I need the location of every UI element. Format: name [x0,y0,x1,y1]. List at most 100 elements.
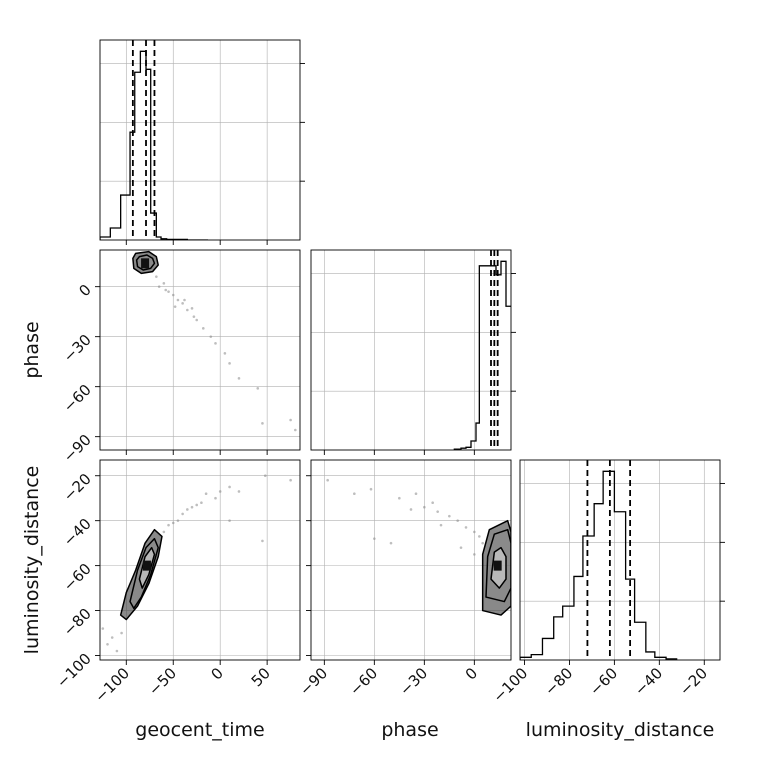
panel-content-geocent_time-1 [100,250,300,450]
scatter-point [190,505,194,509]
scatter-point [481,541,484,545]
scatter-point [353,492,356,496]
scatter-point [195,503,199,507]
scatter-point [181,512,184,516]
scatter-point [373,537,376,540]
x-tick-label-geocent_time: 50 [248,664,274,690]
hist-frame-phase [310,249,512,451]
scatter-point [162,530,166,534]
scatter-point [162,282,166,285]
panel-content-luminosity_distance-2 [520,460,720,660]
scatter-point [173,305,177,308]
scatter-point [261,422,264,425]
y-axis-label-phase: phase [21,321,43,378]
x-tick-label-luminosity_distance: −40 [631,664,666,699]
scatter-point [263,474,267,478]
scatter-point [192,315,196,318]
scatter-point [120,631,123,635]
scatter-point [106,642,109,646]
hist-frame-luminosity_distance [519,459,721,661]
scatter-point [237,490,241,493]
x-axis-label-geocent_time: geocent_time [135,719,264,741]
scatter-point [201,327,205,330]
scatter-point [115,649,119,653]
scatter-point [209,335,213,338]
y-tick-label-phase: −60 [60,381,95,416]
scatter-point [436,510,439,513]
scatter-point [294,428,297,432]
y-tick-label-luminosity_distance: −80 [60,605,95,640]
scatter-point [155,275,158,278]
x-tick-label-geocent_time: −50 [145,664,180,699]
panel-content-geocent_time-0 [100,40,300,240]
scatter-point [261,539,264,543]
density-peak [493,560,502,571]
scatter-point [190,307,194,310]
panel-content-phase-1 [311,250,511,450]
scatter-point [228,362,231,365]
y-tick-label-phase: −30 [60,331,95,366]
x-tick-label-phase: −30 [396,664,431,699]
scatter-point [171,521,175,525]
scatter-point [171,293,175,297]
scatter-point [164,288,168,292]
scatter-point [464,526,468,529]
density-peak [142,560,151,571]
scatter-point [157,285,161,288]
y-tick-label-phase: 0 [75,281,94,300]
scatter-point [448,514,451,518]
scatter-point [414,492,418,496]
scatter-point [409,508,413,511]
y-tick-label-luminosity_distance: −60 [60,560,95,595]
scatter-point [431,501,434,504]
scatter-point [186,308,189,312]
panel-content-geocent_time-2 [100,460,300,660]
frame-phase_vs_geocent_time [99,249,301,451]
scatter-point [237,377,241,380]
scatter-point [326,478,329,482]
y-tick-label-luminosity_distance: −40 [60,515,95,550]
scatter-point [181,302,184,305]
scatter-point [218,490,222,493]
scatter-point [389,541,393,545]
scatter-point [228,485,231,489]
y-tick-label-luminosity_distance: −100 [53,650,95,692]
hist-frame-geocent_time [99,39,301,241]
x-tick-label-geocent_time: 0 [208,664,227,683]
x-tick-label-phase: 0 [462,664,481,683]
x-tick-label-luminosity_distance: −20 [676,664,711,699]
scatter-point [398,496,401,500]
x-tick-label-luminosity_distance: −80 [541,664,576,699]
scatter-point [223,352,227,355]
scatter-point [176,519,180,522]
scatter-point [289,418,292,422]
x-axis-label-phase: phase [381,719,438,741]
scatter-point [256,387,260,390]
scatter-point [473,530,476,534]
histogram-phase [453,260,511,450]
x-tick-label-luminosity_distance: −100 [489,664,531,706]
scatter-point [473,553,476,556]
scatter-point [423,505,426,509]
scatter-point [186,508,189,511]
scatter-point [176,298,180,302]
scatter-point [200,501,203,504]
scatter-point [439,523,443,527]
scatter-point [214,342,217,345]
frame-luminosity_distance_vs_geocent_time [99,459,301,661]
y-axis-label-luminosity_distance: luminosity_distance [21,466,43,655]
y-tick-label-luminosity_distance: −20 [60,470,95,505]
scatter-point [167,290,170,293]
frame-luminosity_distance_vs_phase [310,459,512,661]
scatter-point [183,298,186,302]
x-tick-label-phase: −90 [296,664,331,699]
x-tick-label-geocent_time: −100 [91,664,133,706]
x-tick-label-luminosity_distance: −60 [586,664,621,699]
scatter-point [456,519,459,522]
scatter-point [195,318,199,322]
y-tick-label-phase: −90 [60,431,95,466]
scatter-point [289,478,292,482]
x-tick-label-phase: −60 [346,664,381,699]
scatter-point [478,535,481,538]
